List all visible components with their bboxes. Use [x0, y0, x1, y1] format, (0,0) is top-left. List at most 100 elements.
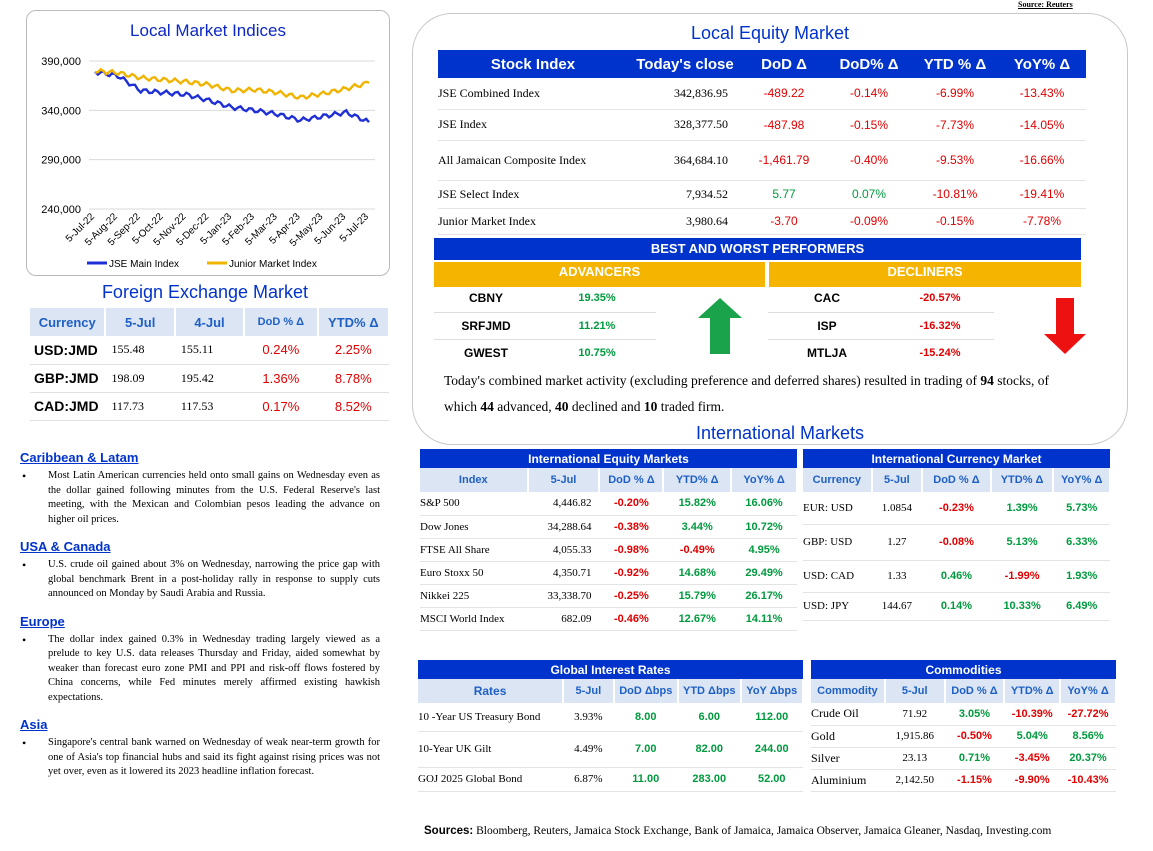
ie-yoy: 16.06% — [731, 492, 797, 516]
ie-ytd: 12.67% — [663, 607, 732, 631]
ie-name: Euro Stoxx 50 — [420, 561, 528, 585]
com-yoy: -10.43% — [1060, 769, 1116, 792]
ic-dod: 0.14% — [922, 592, 991, 621]
ie-dod: -0.25% — [599, 584, 664, 608]
ie-header-date: 5-Jul — [527, 468, 601, 492]
table-row: GBP: USD 1.27 -0.08% 5.13% 6.33% — [803, 524, 1110, 561]
intl-currency-title: International Currency Market — [803, 449, 1110, 468]
down-arrow-icon — [1044, 298, 1086, 354]
decliner-name: ISP — [817, 318, 837, 333]
eq-dod: -489.22 — [742, 78, 826, 110]
table-row: Aluminium 2,142.50 -1.15% -9.90% -10.43% — [811, 769, 1116, 792]
ic-header-yoy: YoY% Δ — [1053, 468, 1111, 492]
table-row: EUR: USD 1.0854 -0.23% 1.39% 5.73% — [803, 492, 1110, 525]
news-heading-europe[interactable]: Europe — [20, 613, 65, 629]
com-header-name: Commodity — [811, 679, 886, 703]
eq-dodp: 0.07% — [826, 180, 912, 209]
com-header-dod: DoD % Δ — [944, 679, 1006, 703]
ic-name: GBP: USD — [803, 524, 872, 561]
summary-total: 94 — [980, 373, 994, 388]
decliner-value: -16.32% — [919, 319, 961, 332]
ie-name: Dow Jones — [420, 515, 528, 539]
ic-ytd: -1.99% — [990, 560, 1054, 593]
rates-title: Global Interest Rates — [418, 660, 803, 679]
fx-dod: 0.24% — [244, 336, 318, 365]
eq-dod: -3.70 — [742, 208, 826, 235]
com-header-yoy: YoY% Δ — [1060, 679, 1117, 703]
fx-row: USD:JMD 155.48 155.11 0.24% 2.25% — [30, 336, 389, 365]
news-heading-caribbean[interactable]: Caribbean & Latam — [20, 450, 139, 465]
ie-dod: -0.98% — [599, 538, 664, 562]
advancers-label: ADVANCERS — [434, 262, 765, 287]
eq-ytd: -9.53% — [912, 140, 998, 181]
summary-text: advanced, — [493, 399, 555, 414]
table-row: Gold 1,915.86 -0.50% 5.04% 8.56% — [811, 725, 1116, 748]
eq-name: JSE Combined Index — [438, 78, 628, 110]
footer-label: Sources: — [424, 825, 474, 837]
commodities-title: Commodities — [811, 660, 1116, 679]
fx-header-currency: Currency — [30, 308, 107, 336]
ic-dod: -0.23% — [922, 492, 991, 525]
rate-ytd: 283.00 — [678, 767, 741, 792]
fx-header-ytd: YTD% Δ — [317, 308, 391, 336]
equity-title: Local Equity Market — [690, 23, 850, 43]
decliner-value: -20.57% — [919, 292, 961, 305]
eq-header-yoy: YoY% Δ — [998, 50, 1086, 78]
com-ytd: 5.04% — [1004, 725, 1061, 748]
com-name: Gold — [811, 725, 885, 748]
advancers-table: CBNY 19.35% SRFJMD 11.21% GWEST 10.75% — [434, 285, 656, 366]
eq-yoy: -7.78% — [998, 208, 1086, 235]
table-row: Dow Jones 34,288.64 -0.38% 3.44% 10.72% — [420, 515, 797, 539]
eq-header-close: Today's close — [628, 50, 742, 78]
rate-name: GOJ 2025 Global Bond — [418, 767, 564, 792]
fx-value: 198.09 — [105, 364, 175, 393]
summary-text: stocks, of which — [444, 373, 1050, 414]
table-row: JSE Index 328,377.50 -487.98 -0.15% -7.73% -1… — [438, 109, 1086, 141]
com-header-ytd: YTD% Δ — [1004, 679, 1062, 703]
fx-row: GBP:JMD 198.09 195.42 1.36% 8.78% — [30, 364, 389, 393]
fx-ytd: 8.52% — [317, 392, 389, 421]
advancer-name: CBNY — [468, 291, 503, 306]
table-row: GOJ 2025 Global Bond 6.87% 11.00 283.00 52.0… — [418, 767, 803, 792]
eq-yoy: -19.41% — [998, 180, 1086, 209]
ie-name: Nikkei 225 — [420, 584, 528, 608]
eq-close: 364,684.10 — [628, 140, 742, 181]
ic-header-ytd: YTD% Δ — [990, 468, 1055, 492]
up-arrow-icon — [698, 298, 742, 354]
com-name: Silver — [811, 747, 885, 770]
advancer-value: 11.21% — [578, 319, 616, 332]
advancer-name: GWEST — [464, 345, 508, 360]
advancer-row: CBNY 19.35% — [434, 285, 656, 312]
eq-name: Junior Market Index — [438, 208, 628, 235]
y-tick-label: 290,000 — [41, 155, 81, 167]
decliner-row: CAC -20.57% — [768, 285, 994, 312]
news-heading-asia[interactable]: Asia — [20, 717, 48, 732]
com-value: 23.13 — [884, 747, 945, 770]
ie-ytd: 15.79% — [663, 584, 732, 608]
local-indices-chart: 390,000340,000290,000240,0005-Jul-225-Au… — [41, 56, 375, 270]
table-row: FTSE All Share 4,055.33 -0.98% -0.49% 4.95% — [420, 538, 797, 562]
decliners-table: CAC -20.57% ISP -16.32% MTLJA -15.24% — [768, 285, 994, 366]
rate-name: 10 -Year US Treasury Bond — [418, 703, 564, 732]
fx-currency: USD:JMD — [30, 336, 106, 365]
ie-ytd: -0.49% — [663, 538, 732, 562]
rate-dod: 7.00 — [613, 731, 679, 768]
ie-yoy: 29.49% — [731, 561, 797, 585]
rate-value: 3.93% — [563, 703, 614, 732]
ic-yoy: 6.49% — [1053, 592, 1110, 621]
eq-ytd: -6.99% — [912, 78, 998, 110]
rate-dod: 8.00 — [613, 703, 679, 732]
ie-dod: -0.92% — [599, 561, 664, 585]
ie-dod: -0.46% — [599, 607, 664, 631]
jse-main-index-line — [94, 69, 370, 124]
table-row: JSE Select Index 7,934.52 5.77 0.07% -10.81%… — [438, 180, 1086, 209]
fx-ytd: 8.78% — [317, 364, 389, 393]
table-row: Silver 23.13 0.71% -3.45% 20.37% — [811, 747, 1116, 770]
ie-value: 33,338.70 — [527, 584, 600, 608]
news-heading-usa[interactable]: USA & Canada — [20, 539, 111, 554]
eq-name: JSE Select Index — [438, 180, 628, 209]
ic-yoy: 6.33% — [1053, 524, 1110, 561]
table-row: Euro Stoxx 50 4,350.71 -0.92% 14.68% 29.49% — [420, 561, 797, 585]
ic-dod: -0.08% — [922, 524, 991, 561]
com-name: Aluminium — [811, 769, 885, 792]
